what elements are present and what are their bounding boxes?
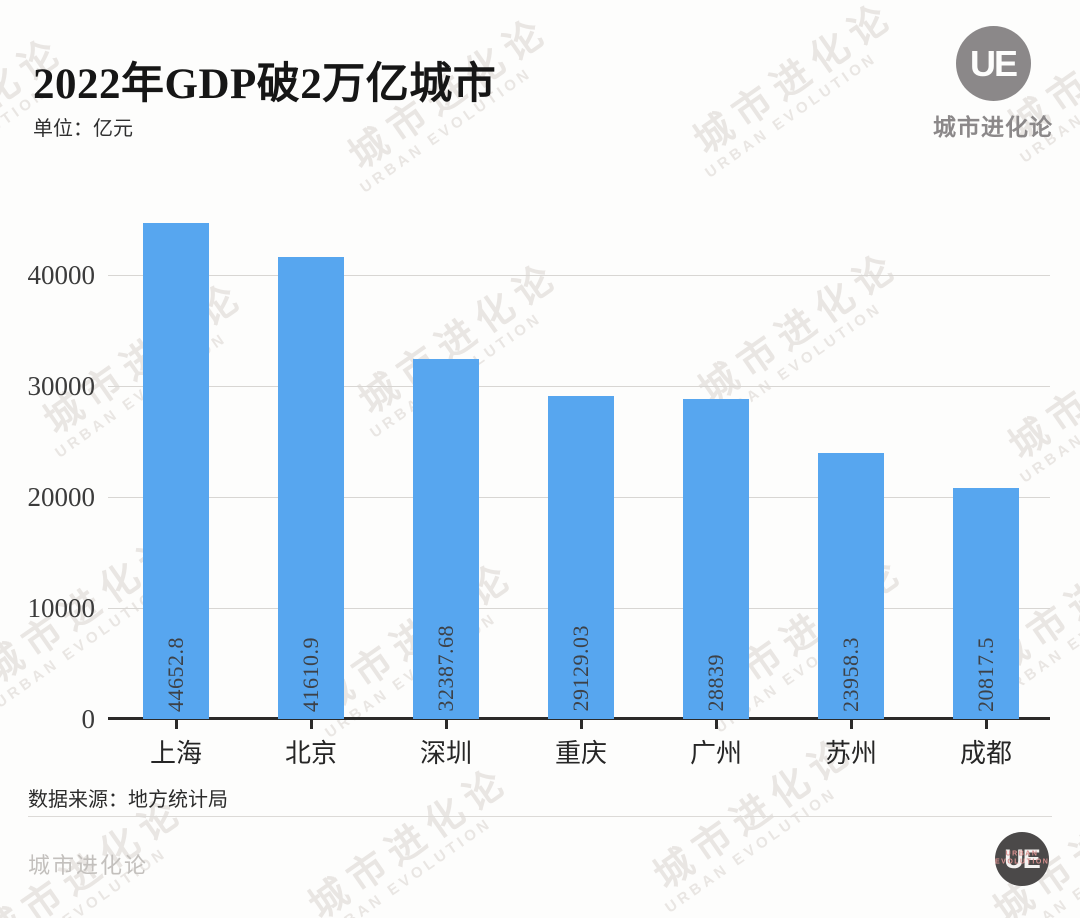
bar-value-label: 44652.8 (163, 636, 188, 712)
logo-tagline: URBAN EVOLUTION (995, 851, 1049, 867)
x-axis-tick (984, 720, 988, 729)
data-source-label: 数据来源：地方统计局 (28, 789, 228, 811)
x-axis-category-label: 广州 (689, 739, 742, 768)
x-axis-category-label: 成都 (959, 739, 1012, 768)
bar: 32387.68 (413, 359, 479, 719)
bar: 28839 (683, 398, 749, 719)
gridline (108, 386, 1050, 387)
x-axis-tick (579, 720, 583, 729)
x-axis-tick (174, 720, 178, 729)
gridline (108, 275, 1050, 276)
bar-value-label: 23958.3 (838, 636, 863, 712)
bar-value-label: 41610.9 (298, 636, 323, 712)
y-axis-tick-label: 40000 (27, 260, 96, 290)
x-axis-category-label: 苏州 (824, 739, 877, 768)
x-axis-tick (714, 720, 718, 729)
bar-value-label: 20817.5 (973, 636, 998, 712)
bar-value-label: 29129.03 (568, 625, 593, 712)
x-axis-category-label: 北京 (284, 739, 337, 768)
x-axis-tick (309, 720, 313, 729)
unit-label: 单位：亿元 (33, 118, 133, 140)
page-title: 2022年GDP破2万亿城市 (33, 60, 497, 108)
ue-logo-text: UE (969, 42, 1018, 84)
x-axis-category-label: 上海 (149, 739, 202, 768)
brand-name-label: 城市进化论 (933, 115, 1053, 140)
bar: 29129.03 (548, 395, 614, 719)
logo-tagline-line1: URBAN (1005, 850, 1039, 858)
y-axis-tick-label: 30000 (27, 371, 96, 401)
y-axis-tick-label: 0 (81, 704, 96, 734)
y-axis-tick-label: 20000 (27, 482, 96, 512)
x-axis-tick (849, 720, 853, 729)
brand-logo-top: UE 城市进化论 (926, 26, 1060, 142)
logo-tagline-line2: EVOLUTION (995, 858, 1050, 866)
footer-brand-text: 城市进化论 (28, 853, 149, 878)
bar-value-label: 32387.68 (433, 625, 458, 712)
x-axis-category-label: 重庆 (554, 739, 607, 768)
bar: 23958.3 (818, 453, 884, 719)
bar-value-label: 28839 (703, 654, 728, 712)
ue-logo-small-text: UE (1004, 843, 1041, 874)
y-axis-tick-label: 10000 (27, 593, 96, 623)
x-axis-category-label: 深圳 (419, 739, 472, 768)
bar: 20817.5 (953, 487, 1019, 719)
ue-logo-small-icon: UE URBAN EVOLUTION (995, 832, 1049, 886)
bar: 44652.8 (143, 223, 209, 719)
x-axis-tick (444, 720, 448, 729)
brand-logo-bottom: UE URBAN EVOLUTION (995, 832, 1049, 886)
divider-line (28, 816, 1052, 817)
ue-logo-icon: UE (955, 26, 1031, 101)
bar: 41610.9 (278, 257, 344, 719)
